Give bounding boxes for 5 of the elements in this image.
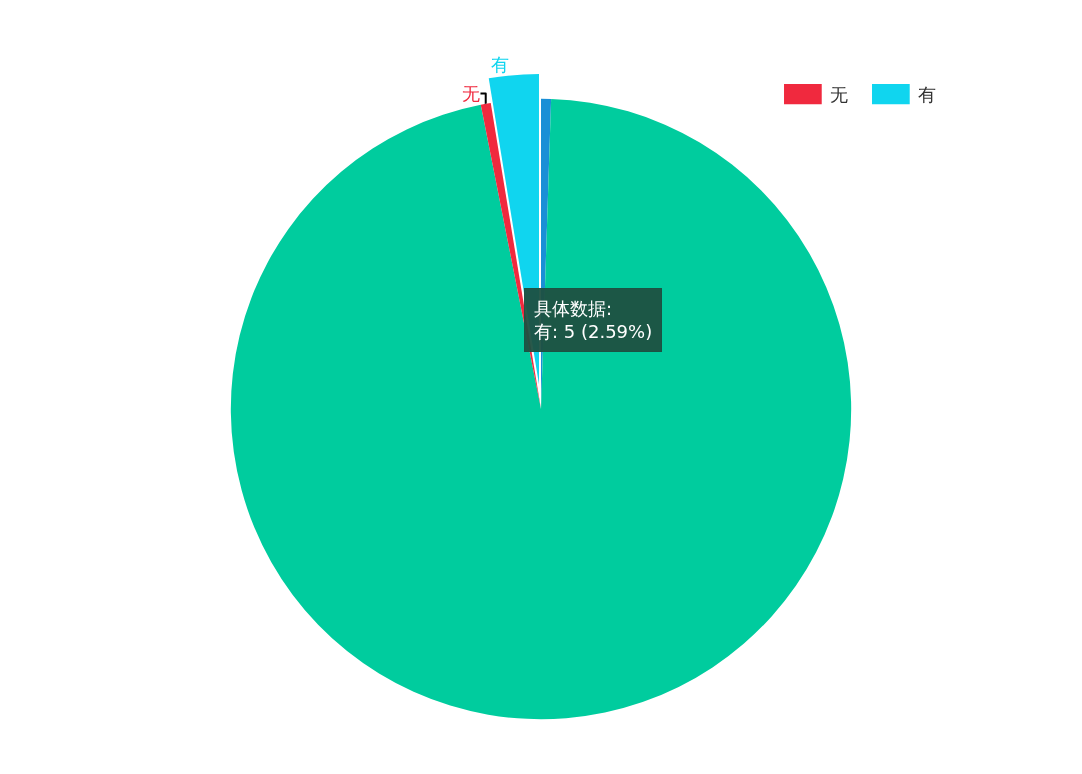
slice-label: 无 (462, 83, 481, 105)
text: 具体数据: 有: 5 (2.59%) (534, 298, 653, 343)
legend-label: 无 (830, 84, 848, 105)
slice-label: 有 (490, 54, 509, 76)
legend-label: 有 (918, 84, 936, 105)
